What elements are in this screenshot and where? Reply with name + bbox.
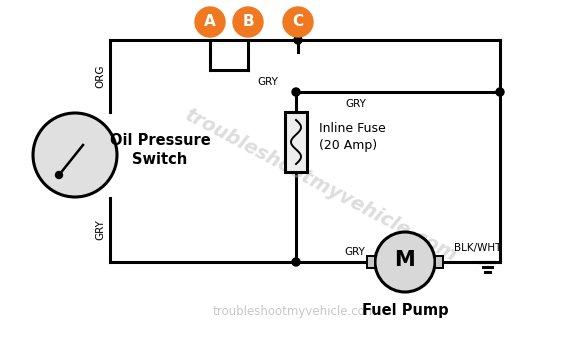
FancyBboxPatch shape [367,256,375,268]
Text: GRY: GRY [346,99,367,109]
Circle shape [292,88,300,96]
Circle shape [496,88,504,96]
Text: Inline Fuse
(20 Amp): Inline Fuse (20 Amp) [319,122,386,152]
Circle shape [195,7,225,37]
Text: M: M [394,250,415,270]
Circle shape [292,258,300,266]
Text: BLK/WHT: BLK/WHT [454,243,502,253]
Text: Fuel Pump: Fuel Pump [362,302,448,317]
Circle shape [375,232,435,292]
Text: GRY: GRY [345,247,365,257]
Text: ORG: ORG [95,65,105,88]
Text: Oil Pressure
Switch: Oil Pressure Switch [110,133,211,167]
Text: troubleshootmyvehicle.com: troubleshootmyvehicle.com [213,306,377,318]
Text: GRY: GRY [258,77,278,87]
Circle shape [283,7,313,37]
FancyBboxPatch shape [435,256,443,268]
Circle shape [294,36,302,44]
Circle shape [56,172,63,178]
Text: C: C [292,14,303,29]
Text: GRY: GRY [95,219,105,240]
Text: troubleshootmyvehicle.com: troubleshootmyvehicle.com [181,105,459,265]
Text: A: A [204,14,216,29]
Circle shape [33,113,117,197]
Text: B: B [242,14,254,29]
FancyBboxPatch shape [285,112,307,172]
Circle shape [233,7,263,37]
